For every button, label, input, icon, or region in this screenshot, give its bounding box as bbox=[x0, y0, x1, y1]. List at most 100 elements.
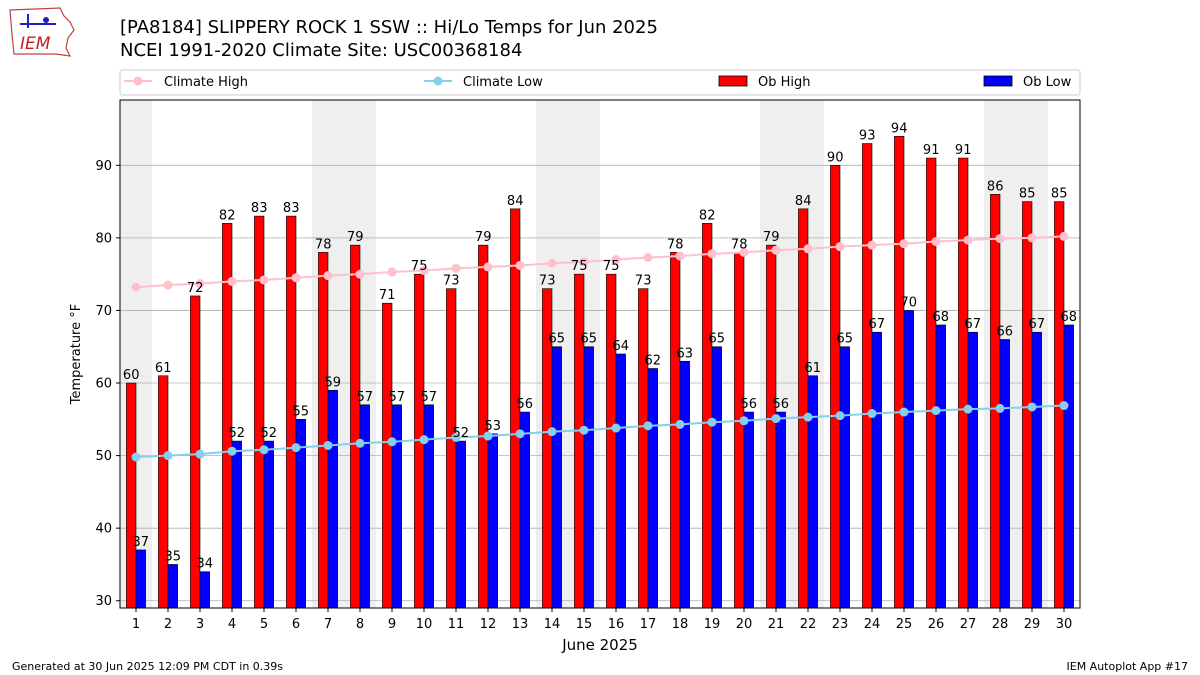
climate-high-point-30 bbox=[1059, 231, 1069, 241]
ob-high-label-16: 75 bbox=[603, 259, 620, 274]
ob-high-label-15: 75 bbox=[571, 259, 588, 274]
climate-high-point-14 bbox=[547, 258, 557, 268]
ob-high-label-27: 91 bbox=[955, 143, 972, 158]
x-tick-label-4: 4 bbox=[228, 617, 236, 632]
climate-low-point-5 bbox=[259, 445, 269, 455]
climate-low-point-11 bbox=[451, 432, 461, 442]
logo-text: IEM bbox=[20, 34, 51, 54]
climate-high-point-22 bbox=[803, 244, 813, 254]
x-tick-label-13: 13 bbox=[512, 617, 529, 632]
climate-high-point-15 bbox=[579, 257, 589, 267]
ob-high-label-7: 78 bbox=[315, 237, 332, 252]
ob-low-label-26: 68 bbox=[933, 310, 950, 325]
y-axis-label: Temperature °F bbox=[69, 304, 84, 405]
x-tick-label-24: 24 bbox=[864, 617, 881, 632]
ob-high-bar-17 bbox=[638, 288, 649, 609]
ob-high-label-9: 71 bbox=[379, 288, 396, 303]
climate-high-point-5 bbox=[259, 275, 269, 285]
ob-high-label-26: 91 bbox=[923, 143, 940, 158]
ob-low-label-28: 66 bbox=[997, 324, 1014, 339]
ob-low-bar-7 bbox=[327, 389, 338, 609]
ob-high-label-1: 60 bbox=[123, 368, 140, 383]
ob-high-bar-22 bbox=[798, 208, 809, 609]
ob-high-bar-27 bbox=[958, 157, 969, 609]
x-tick-label-7: 7 bbox=[324, 617, 332, 632]
ob-high-bar-26 bbox=[926, 157, 937, 609]
ob-low-label-9: 57 bbox=[389, 390, 406, 405]
ob-high-bar-7 bbox=[318, 252, 329, 609]
x-tick-label-28: 28 bbox=[992, 617, 1009, 632]
ob-low-bar-22 bbox=[807, 375, 818, 609]
x-tick-label-6: 6 bbox=[292, 617, 300, 632]
climate-high-point-27 bbox=[963, 235, 973, 245]
ob-high-bar-1 bbox=[126, 382, 137, 609]
ob-low-bar-12 bbox=[487, 433, 498, 609]
y-tick-label-90: 90 bbox=[95, 159, 112, 174]
ob-high-bar-5 bbox=[254, 215, 265, 609]
ob-low-label-1: 37 bbox=[133, 535, 150, 550]
y-tick-label-40: 40 bbox=[95, 522, 112, 537]
x-tick-label-3: 3 bbox=[196, 617, 204, 632]
ob-low-bar-25 bbox=[903, 310, 914, 609]
ob-high-label-2: 61 bbox=[155, 361, 172, 376]
x-tick-label-2: 2 bbox=[164, 617, 172, 632]
climate-low-point-9 bbox=[387, 437, 397, 447]
legend-label-climate-high: Climate High bbox=[164, 75, 248, 90]
x-tick-label-30: 30 bbox=[1056, 617, 1073, 632]
climate-low-point-27 bbox=[963, 404, 973, 414]
climate-high-point-29 bbox=[1027, 233, 1037, 243]
ob-high-label-29: 85 bbox=[1019, 187, 1036, 202]
ob-low-bar-23 bbox=[839, 346, 850, 609]
climate-high-point-19 bbox=[707, 249, 717, 259]
climate-high-point-2 bbox=[163, 280, 173, 290]
legend-ob-high: Ob High bbox=[718, 75, 811, 90]
ob-low-bar-21 bbox=[775, 411, 786, 609]
ob-low-label-7: 59 bbox=[325, 375, 342, 390]
data-labels: 60 61 72 82 83 83 78 79 71 75 73 79 84 73 75 75 73 78 82 78… bbox=[123, 121, 1077, 571]
ob-low-bar-17 bbox=[647, 368, 658, 609]
climate-high-line bbox=[135, 235, 1065, 289]
ob-high-bar-28 bbox=[990, 194, 1001, 609]
x-tick-label-5: 5 bbox=[260, 617, 268, 632]
ob-low-bar-14 bbox=[551, 346, 562, 609]
ob-high-bar-21 bbox=[766, 244, 777, 609]
ob-high-label-28: 86 bbox=[987, 179, 1004, 194]
climate-low-point-8 bbox=[355, 438, 365, 448]
x-tick-label-25: 25 bbox=[896, 617, 913, 632]
iowa-outline-icon bbox=[9, 7, 75, 57]
climate-low-point-19 bbox=[707, 417, 717, 427]
climate-low-point-17 bbox=[643, 421, 653, 431]
ob-low-label-29: 67 bbox=[1029, 317, 1046, 332]
ob-low-bar-3 bbox=[199, 571, 210, 609]
ob-high-label-11: 73 bbox=[443, 274, 460, 289]
x-tick-label-21: 21 bbox=[768, 617, 785, 632]
climate-high-point-9 bbox=[387, 267, 397, 277]
climate-low-point-25 bbox=[899, 407, 909, 417]
ob-low-label-25: 70 bbox=[901, 295, 918, 310]
ob-low-bar-30 bbox=[1063, 324, 1074, 609]
legend-label-ob-low: Ob Low bbox=[1023, 75, 1072, 90]
x-tick-label-11: 11 bbox=[448, 617, 465, 632]
ob-high-bar-8 bbox=[350, 244, 361, 609]
y-tick-label-80: 80 bbox=[95, 231, 112, 246]
climate-high-point-1 bbox=[131, 282, 141, 292]
ob-low-label-15: 65 bbox=[581, 332, 598, 347]
climate-low-point-10 bbox=[419, 435, 429, 445]
climate-low-point-16 bbox=[611, 423, 621, 433]
ob-low-label-18: 63 bbox=[677, 346, 694, 361]
ob-low-label-17: 62 bbox=[645, 354, 662, 369]
ob-low-label-19: 65 bbox=[709, 332, 726, 347]
y-tick-label-70: 70 bbox=[95, 304, 112, 319]
ob-low-label-24: 67 bbox=[869, 317, 886, 332]
climate-low-point-24 bbox=[867, 409, 877, 419]
ob-high-bar-2 bbox=[158, 375, 169, 609]
climate-low-point-7 bbox=[323, 440, 333, 450]
ob-high-bar-20 bbox=[734, 252, 745, 609]
climate-low-point-13 bbox=[515, 429, 525, 439]
x-tick-label-23: 23 bbox=[832, 617, 849, 632]
ob-high-label-18: 78 bbox=[667, 237, 684, 252]
chart-subtitle: NCEI 1991-2020 Climate Site: USC00368184 bbox=[120, 40, 523, 61]
ob-high-label-5: 83 bbox=[251, 201, 268, 216]
